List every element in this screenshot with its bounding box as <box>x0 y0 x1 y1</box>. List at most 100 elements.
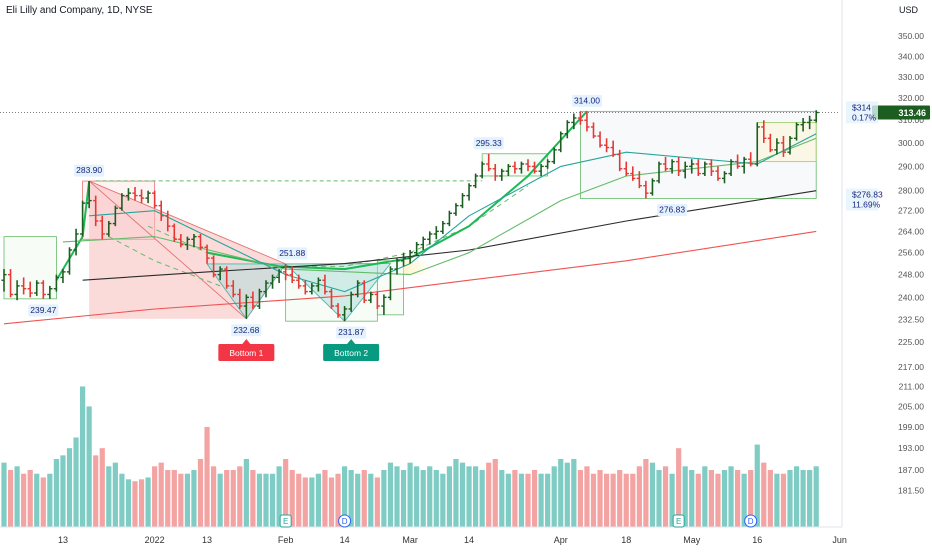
volume-bar <box>518 473 525 527</box>
volume-bar <box>486 462 492 527</box>
volume-bar <box>689 470 695 527</box>
volume-bar <box>66 448 73 527</box>
volume-bar <box>138 479 145 527</box>
price-label: 276.83 <box>659 205 685 215</box>
price-tick-label: 240.00 <box>898 292 924 302</box>
target-pct-text: 11.69% <box>852 200 881 210</box>
volume-bar <box>813 466 819 527</box>
volume-bar <box>296 473 302 527</box>
volume-bar <box>427 466 433 527</box>
volume-bar <box>682 466 688 527</box>
price-tick-label: 217.00 <box>898 362 924 372</box>
dividend-icon[interactable]: D <box>338 514 352 528</box>
price-tick-label: 193.00 <box>898 443 924 453</box>
volume-bar <box>702 466 708 527</box>
volume-bar <box>342 466 348 527</box>
volume-bar <box>617 470 623 527</box>
time-tick-label: 2022 <box>145 535 165 545</box>
price-label-bg <box>74 164 105 177</box>
price-tick-label: 350.00 <box>898 31 924 41</box>
volume-bar <box>505 473 511 527</box>
moving-average-line <box>89 133 817 293</box>
pattern-label-text: Bottom 1 <box>229 348 263 358</box>
volume-bar <box>60 455 66 527</box>
volume-bar <box>492 458 498 527</box>
volume-bar <box>531 470 538 527</box>
price-tick-label: 280.00 <box>898 186 924 196</box>
volume-bar <box>14 466 20 527</box>
last-price-badge <box>872 105 930 120</box>
volume-bar <box>420 470 426 527</box>
volume-bar <box>728 466 734 527</box>
volume-bar <box>590 473 597 527</box>
earnings-icon[interactable]: E <box>279 514 292 528</box>
volume-bar <box>774 473 780 527</box>
volume-bar <box>754 444 760 527</box>
volume-bar <box>250 470 256 527</box>
moving-average-line <box>82 190 817 281</box>
volume-bar <box>106 466 112 527</box>
volume-bar <box>761 462 767 527</box>
volume-bar <box>204 426 210 527</box>
pattern-label: Bottom 2 <box>323 339 380 361</box>
pattern-label: Bottom 1 <box>218 339 275 361</box>
volume-bar <box>748 470 754 527</box>
time-tick-label: 16 <box>752 535 762 545</box>
volume-bar <box>433 470 439 527</box>
volume-bar <box>145 477 151 527</box>
earnings-icon[interactable]: E <box>672 514 685 528</box>
volume-bar <box>328 477 335 527</box>
volume-bar <box>335 473 341 527</box>
time-tick-label: 18 <box>621 535 631 545</box>
volume-bar <box>80 386 86 527</box>
volume-bar <box>649 462 656 527</box>
volume-bar <box>479 470 485 527</box>
price-tick-label: 272.00 <box>898 206 924 216</box>
dividend-icon[interactable]: D <box>744 514 758 528</box>
volume-bar <box>387 462 394 527</box>
price-tick-label: 256.00 <box>898 248 924 258</box>
target-label-bg <box>846 188 878 211</box>
volume-bar <box>40 477 46 527</box>
price-tick-label: 264.00 <box>898 226 924 236</box>
volume-bar <box>152 466 158 527</box>
volume-bar <box>283 458 289 527</box>
volume-bar <box>656 470 662 527</box>
volume-bar <box>512 470 518 527</box>
cup-handle-curve <box>206 110 588 271</box>
volume-bar <box>256 473 263 527</box>
moving-average-line <box>3 230 817 325</box>
volume-bar <box>473 466 479 527</box>
pattern-label-pointer <box>347 339 356 344</box>
volume-bar <box>125 479 132 527</box>
volume-bar <box>414 466 420 527</box>
volume-bar <box>171 470 177 527</box>
volume-bar <box>289 470 295 527</box>
volume-bar <box>165 470 171 527</box>
target-label-bg <box>846 101 878 124</box>
volume-bar <box>191 470 197 527</box>
volume-bar <box>119 473 125 527</box>
price-tick-label: 340.00 <box>898 51 924 61</box>
price-label: 295.33 <box>476 138 502 148</box>
time-tick-label: Apr <box>554 535 568 545</box>
volume-bar <box>636 466 642 527</box>
volume-bar <box>466 466 472 527</box>
time-tick-label: Mar <box>402 535 418 545</box>
volume-bar <box>564 462 570 527</box>
volume-bar <box>269 473 276 527</box>
volume-bar <box>348 470 354 527</box>
volume-bar <box>453 458 459 527</box>
volume-bar <box>322 470 328 527</box>
price-label: 283.90 <box>76 165 102 175</box>
price-tick-label: 310.00 <box>898 115 924 125</box>
volume-bar <box>381 470 387 527</box>
earnings-marker-shape <box>279 514 292 528</box>
last-price-label: 313.46 <box>898 108 926 118</box>
breakout-box <box>403 260 430 275</box>
volume-bar <box>558 458 564 527</box>
target-price-text: $276.83 <box>852 190 883 200</box>
